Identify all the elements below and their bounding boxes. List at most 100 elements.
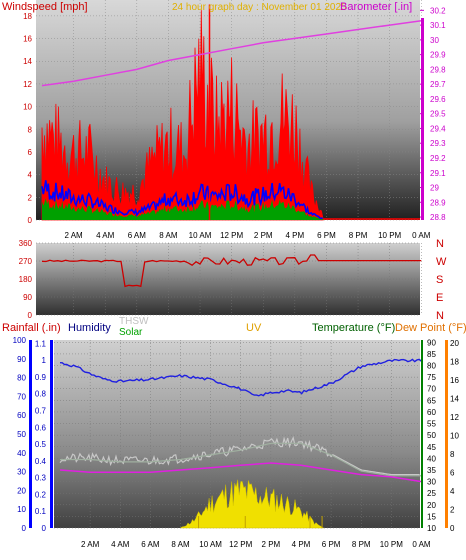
x-tick-label: 10 PM <box>380 540 403 549</box>
x-tick-label: 8 AM <box>159 231 178 240</box>
wind-tick-label: 4 <box>28 171 33 180</box>
barometer-axis-bar <box>421 18 424 220</box>
rainfall-tick-label: 1.1 <box>35 339 47 348</box>
thsw-series <box>59 435 420 476</box>
humidity-tick-label: 100 <box>13 336 27 345</box>
dewpoint-tick-label: 12 <box>450 413 459 422</box>
axes: 02468101214161828.828.92929.129.229.329.… <box>13 6 460 549</box>
direction-tick-label: 360 <box>19 239 33 248</box>
humidity-tick-label: 60 <box>17 411 26 420</box>
temperature-legend: Temperature (°F) <box>312 322 395 334</box>
thsw-legend: THSW <box>119 316 149 327</box>
rainfall-tick-label: 0.9 <box>35 373 47 382</box>
x-tick-label: 2 AM <box>64 231 83 240</box>
x-tick-label: 10 AM <box>199 540 222 549</box>
barometer-tick-label: 30.2 <box>430 6 446 15</box>
compass-label: W <box>436 256 447 268</box>
compass-label: N <box>436 310 444 322</box>
x-tick-label: 6 PM <box>317 231 336 240</box>
dewpoint-series <box>59 462 422 483</box>
barometer-tick-label: 29.1 <box>430 169 446 178</box>
barometer-tick-label: 29.5 <box>430 110 446 119</box>
barometer-tick-label: 29.9 <box>430 51 446 60</box>
temperature-tick-label: 15 <box>427 512 436 521</box>
wind-tick-label: 14 <box>23 57 32 66</box>
barometer-tick-label: 30.1 <box>430 21 446 30</box>
humidity-tick-label: 30 <box>17 468 26 477</box>
wind-tick-label: 6 <box>28 148 33 157</box>
humidity-tick-label: 20 <box>17 486 26 495</box>
x-tick-label: 8 PM <box>349 231 368 240</box>
rainfall-legend: Rainfall (.in) <box>2 322 61 334</box>
rainfall-tick-label: 0.5 <box>35 440 47 449</box>
barometer-tick-label: 29.8 <box>430 65 446 74</box>
temperature-tick-label: 40 <box>427 454 436 463</box>
temperature-tick-label: 30 <box>427 478 436 487</box>
barometer-tick-label: 28.9 <box>430 198 446 207</box>
graph-title: 24 hour graph day : November 01 2025 <box>172 2 347 13</box>
wind-direction-fill <box>42 198 324 220</box>
humidity-tick-label: 10 <box>17 505 26 514</box>
dewpoint-tick-label: 18 <box>450 357 459 366</box>
barometer-tick-label: 29.4 <box>430 124 446 133</box>
rainfall-tick-label: 0.2 <box>35 490 47 499</box>
windspeed-series <box>41 10 324 221</box>
x-tick-label: 0 AM <box>412 231 431 240</box>
direction-panel-marks <box>41 254 422 288</box>
x-tick-label: 4 AM <box>111 540 130 549</box>
rainfall-tick-label: 0.3 <box>35 474 47 483</box>
wind-average-series <box>41 180 323 220</box>
dewpoint-tick-label: 2 <box>450 505 455 514</box>
humidity-legend: Humidity <box>68 322 111 334</box>
temp-panel-marks <box>59 358 422 529</box>
x-tick-label: 6 PM <box>322 540 341 549</box>
uv-legend: UV <box>246 322 262 334</box>
temperature-tick-label: 10 <box>427 524 436 533</box>
rainfall-tick-label: 0.4 <box>35 457 47 466</box>
x-tick-label: 4 AM <box>96 231 115 240</box>
solar-legend: Solar <box>119 327 143 338</box>
x-tick-label: 2 PM <box>254 231 273 240</box>
temperature-tick-label: 55 <box>427 420 436 429</box>
rainfall-tick-label: 0.6 <box>35 423 47 432</box>
humidity-tick-label: 50 <box>17 430 26 439</box>
rainfall-axis-bar <box>50 340 53 528</box>
wind-tick-label: 0 <box>28 216 33 225</box>
barometer-tick-label: 30 <box>430 36 439 45</box>
barometer-series <box>41 19 422 87</box>
barometer-tick-label: 29.2 <box>430 154 446 163</box>
temperature-tick-label: 75 <box>427 373 436 382</box>
direction-tick-label: 0 <box>28 311 33 320</box>
rainfall-tick-label: 0 <box>42 524 47 533</box>
x-tick-label: 6 AM <box>141 540 160 549</box>
wind-axis-title: Windspeed [mph] <box>2 1 88 13</box>
barometer-axis-title: Barometer [.in] <box>340 1 412 13</box>
compass-label: E <box>436 292 443 304</box>
dewpoint-tick-label: 6 <box>450 468 455 477</box>
dewpoint-tick-label: 4 <box>450 487 455 496</box>
wind-tick-label: 10 <box>23 103 32 112</box>
direction-panel-grid <box>36 242 422 316</box>
temperature-tick-label: 70 <box>427 385 436 394</box>
wind-direction-series <box>41 254 422 288</box>
humidity-tick-label: 40 <box>17 449 26 458</box>
x-tick-label: 8 PM <box>352 540 371 549</box>
compass-label: S <box>436 274 443 286</box>
direction-tick-label: 90 <box>23 293 32 302</box>
wind-tick-label: 8 <box>28 125 33 134</box>
wind-tick-label: 18 <box>23 12 32 21</box>
temperature-tick-label: 80 <box>427 362 436 371</box>
x-tick-label: 6 AM <box>128 231 147 240</box>
temperature-tick-label: 20 <box>427 501 436 510</box>
barometer-tick-label: 29.7 <box>430 80 446 89</box>
temperature-tick-label: 25 <box>427 489 436 498</box>
x-tick-label: 10 AM <box>189 231 212 240</box>
wind-tick-label: 16 <box>23 35 32 44</box>
temperature-tick-label: 90 <box>427 338 436 347</box>
wind-tick-label: 12 <box>23 80 32 89</box>
barometer-tick-label: 29.6 <box>430 95 446 104</box>
dewpoint-tick-label: 20 <box>450 339 459 348</box>
temperature-tick-label: 85 <box>427 350 436 359</box>
rainfall-tick-label: 0.1 <box>35 507 47 516</box>
wind-panel-marks <box>41 4 422 221</box>
